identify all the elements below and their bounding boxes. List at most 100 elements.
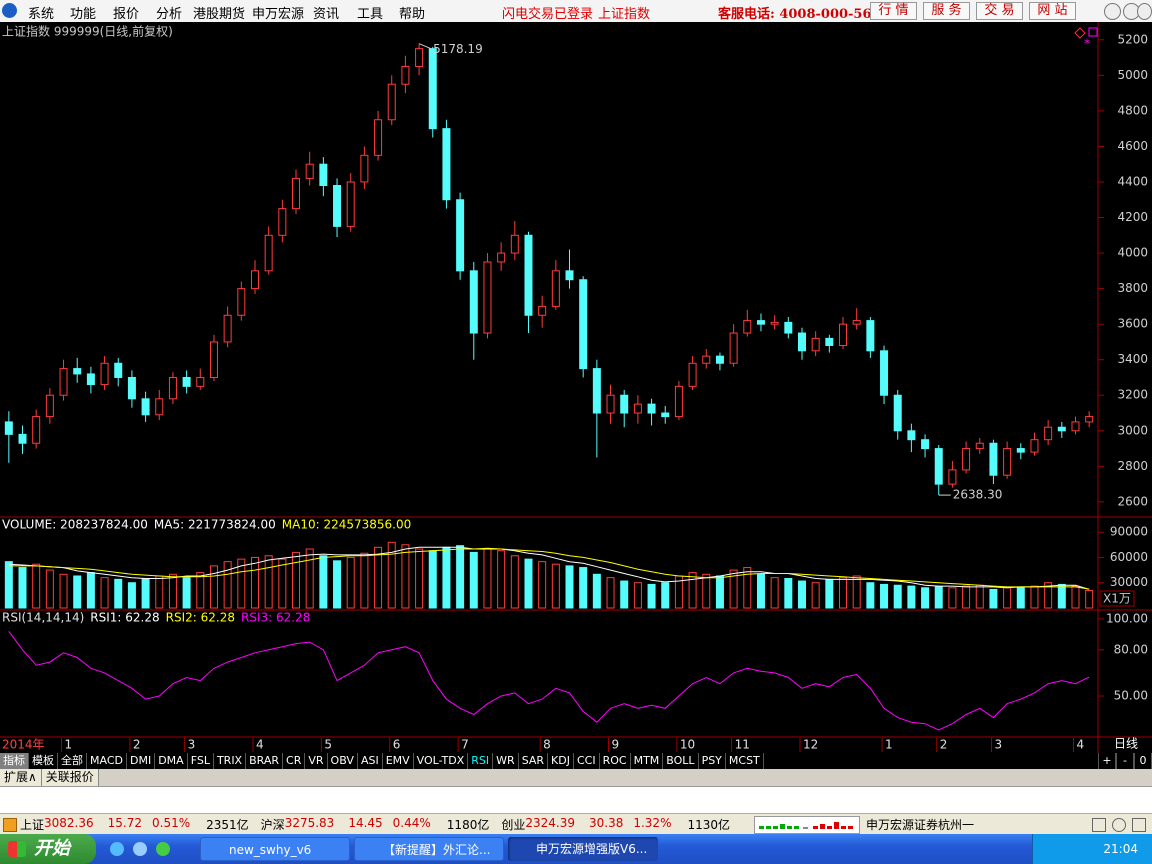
annotation-pointer: [418, 43, 432, 50]
index-quote[interactable]: 上证 3082.36 15.72 0.51% 2351亿: [20, 816, 249, 833]
notice[interactable]: 上证指数: [598, 7, 651, 22]
menu-button[interactable]: 行 情: [870, 2, 917, 20]
quick-launch[interactable]: [110, 842, 124, 856]
indicator-tab[interactable]: SAR: [519, 753, 549, 769]
quick-launch[interactable]: [156, 842, 170, 856]
candle-body: [401, 65, 410, 85]
panel-tab[interactable]: 关联报价: [41, 769, 99, 786]
volume-bar: [264, 555, 273, 609]
spacer: [764, 753, 1098, 769]
menu-item[interactable]: 报价: [113, 7, 140, 22]
unit-label: X1万: [1103, 592, 1131, 606]
tray-icon[interactable]: [1132, 817, 1146, 832]
indicator-tab[interactable]: WR: [493, 753, 519, 769]
diamond-icon[interactable]: [1074, 27, 1086, 39]
indicator-tab[interactable]: PSY: [699, 753, 726, 769]
indicator-tab[interactable]: ASI: [358, 753, 383, 769]
menu-item[interactable]: 申万宏源: [252, 7, 305, 22]
menu-item[interactable]: 系统: [28, 7, 55, 22]
volume-bar: [1085, 589, 1094, 609]
volume-bar: [1057, 583, 1066, 609]
indicator-tab[interactable]: OBV: [328, 753, 358, 769]
index-quote[interactable]: 创业 2324.39 30.38 1.32% 1130亿: [501, 816, 730, 833]
indicator-tab[interactable]: VR: [305, 753, 328, 769]
indicator-tab[interactable]: CR: [283, 753, 306, 769]
indicator-tab[interactable]: EMV: [383, 753, 414, 769]
candle-body: [647, 403, 656, 414]
indicator-tab[interactable]: TRIX: [214, 753, 247, 769]
candle-body: [114, 362, 123, 378]
close-button[interactable]: [1137, 3, 1152, 20]
indicator-tab[interactable]: CCI: [574, 753, 600, 769]
candle-body: [702, 355, 711, 364]
volume-bar: [196, 572, 205, 609]
volume-bar: [620, 580, 629, 609]
menu-item[interactable]: 功能: [70, 7, 97, 22]
indicator-line: [8, 631, 1090, 731]
volume-bar: [223, 561, 232, 609]
x-tick-label: 6: [393, 738, 401, 752]
candle-body: [32, 416, 41, 444]
volume-bar: [86, 572, 95, 609]
menu-item[interactable]: 分析: [156, 7, 183, 22]
volume-bar: [1071, 585, 1080, 609]
indicator-tab[interactable]: MACD: [87, 753, 127, 769]
tab[interactable]: 模板: [29, 753, 58, 769]
indicator-line: [8, 546, 1090, 590]
indicator-tab[interactable]: VOL-TDX: [414, 753, 469, 769]
tray-icon[interactable]: [1092, 817, 1106, 832]
indicator-tab[interactable]: DMA: [155, 753, 188, 769]
task-button[interactable]: 【新提醒】外汇论...: [354, 837, 504, 861]
indicator-tab[interactable]: MCST: [726, 753, 764, 769]
menu-button[interactable]: 服 务: [923, 2, 970, 20]
menu-button[interactable]: 交 易: [976, 2, 1023, 20]
index-percent: 0.51%: [152, 816, 191, 830]
volume-bar: [551, 563, 560, 609]
square-icon[interactable]: [1088, 27, 1098, 37]
menu-item[interactable]: 工具: [357, 7, 384, 22]
task-button[interactable]: new_swhy_v6: [200, 837, 350, 861]
menu-item[interactable]: 帮助: [399, 7, 426, 22]
minimize-button[interactable]: [1104, 3, 1121, 20]
menu-item[interactable]: 资讯: [313, 7, 340, 22]
tab-control[interactable]: +: [1098, 753, 1116, 769]
index-quote[interactable]: 沪深 3275.83 14.45 0.44% 1180亿: [261, 816, 490, 833]
volume-bar: [784, 578, 793, 609]
star-icon: *: [1084, 37, 1090, 51]
volume-bar: [100, 577, 109, 609]
tab[interactable]: 指标: [0, 753, 29, 769]
indicator-tab[interactable]: BRAR: [246, 753, 284, 769]
quick-launch[interactable]: [133, 842, 147, 856]
tab-control[interactable]: -: [1116, 753, 1134, 769]
candle-body: [415, 48, 424, 67]
volume-bar: [510, 555, 519, 609]
clock: 21:04: [1032, 834, 1152, 864]
indicator-tab[interactable]: KDJ: [548, 753, 574, 769]
indicator-tab[interactable]: ROC: [600, 753, 631, 769]
tab[interactable]: 全部: [58, 753, 87, 769]
indicator-tab[interactable]: MTM: [631, 753, 664, 769]
menu-item[interactable]: 港股期货: [193, 7, 246, 22]
legend-entry: RSI1: 62.28: [90, 611, 159, 625]
indicator-tab[interactable]: BOLL: [663, 753, 699, 769]
candle-body: [729, 332, 738, 364]
y-tick-label: 3600: [1117, 317, 1148, 331]
x-tick-label: 5: [324, 738, 332, 752]
task-button[interactable]: 申万宏源增强版V6...: [508, 837, 658, 861]
menu-button[interactable]: 网 站: [1029, 2, 1076, 20]
indicator-tab[interactable]: FSL: [188, 753, 214, 769]
volume-bar: [852, 575, 861, 609]
candle-body: [292, 177, 301, 210]
tray-icon[interactable]: [1112, 817, 1126, 832]
indicator-tab[interactable]: RSI: [468, 753, 494, 769]
volume-bar: [32, 563, 41, 609]
volume-bar: [975, 584, 984, 609]
candle-body: [4, 421, 13, 435]
panel-tab[interactable]: 扩展∧: [0, 769, 42, 786]
indicator-tab[interactable]: DMI: [127, 753, 156, 769]
candle-body: [688, 362, 697, 387]
candle-body: [1057, 426, 1066, 432]
tab-control[interactable]: 0: [1134, 753, 1152, 769]
indicator-tabs: 指标 模板 全部 MACD DMI DMA FSL TRIX BRAR CR VR OBV ASI EMV…: [0, 753, 1152, 769]
candle-body: [387, 83, 396, 121]
